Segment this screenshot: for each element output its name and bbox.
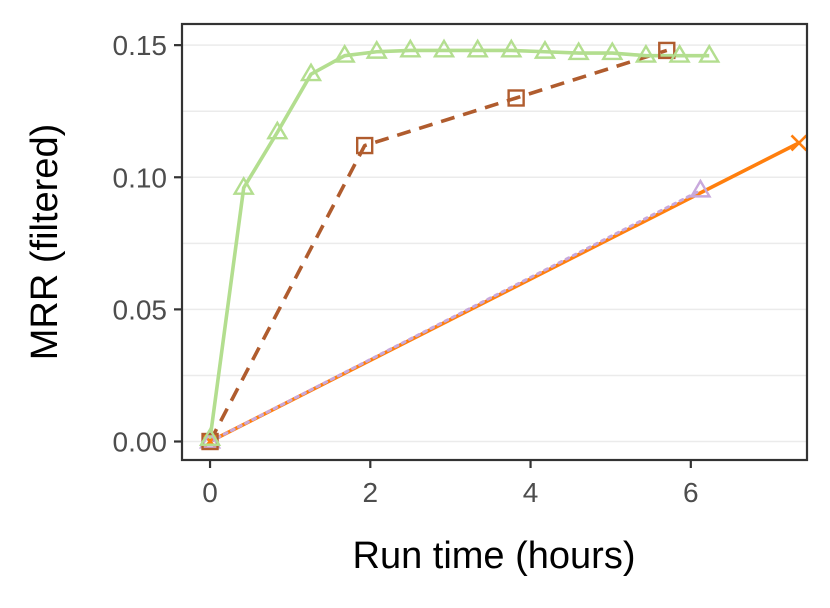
square-marker <box>355 136 374 155</box>
triangle-marker <box>466 38 489 58</box>
y-tick-label: 0.00 <box>113 427 168 458</box>
triangle-marker <box>698 43 721 63</box>
x-tick-label: 0 <box>202 477 218 508</box>
triangle-marker <box>399 38 422 58</box>
x-tick-label: 4 <box>523 477 539 508</box>
grid-lines <box>182 44 807 443</box>
triangle-marker <box>198 429 222 449</box>
x-tick-label: 2 <box>363 477 379 508</box>
square-marker <box>507 89 525 107</box>
triangle-marker <box>266 120 289 140</box>
x-tick-label: 6 <box>683 477 699 508</box>
series-line <box>208 48 710 440</box>
square-marker <box>658 41 676 60</box>
y-tick-label: 0.10 <box>113 162 168 193</box>
plot-panel-border <box>180 22 809 462</box>
triangle-marker <box>333 43 356 63</box>
y-tick-label: 0.15 <box>113 30 168 61</box>
triangle-marker <box>668 43 691 63</box>
triangle-marker <box>232 175 255 195</box>
x-axis-title: Run time (hours) <box>353 535 636 577</box>
triangle-marker <box>500 38 523 58</box>
series-lines <box>208 48 800 444</box>
triangle-marker <box>299 62 323 82</box>
triangle-marker <box>432 38 456 58</box>
y-tick-label: 0.05 <box>113 294 168 325</box>
series-markers <box>198 38 808 451</box>
x-marker <box>790 134 808 152</box>
y-axis-title: MRR (filtered) <box>24 124 66 360</box>
triangle-marker <box>689 178 712 198</box>
axis-ticks: 0.00 0.05 0.10 0.15 0 2 4 6 <box>113 30 699 508</box>
triangle-marker <box>601 41 624 61</box>
triangle-marker <box>567 41 590 61</box>
triangle-marker <box>634 43 658 63</box>
series-line <box>208 48 668 443</box>
triangle-marker <box>533 39 557 59</box>
triangle-marker <box>198 426 222 446</box>
series-line <box>208 188 702 443</box>
triangle-marker <box>365 39 388 59</box>
